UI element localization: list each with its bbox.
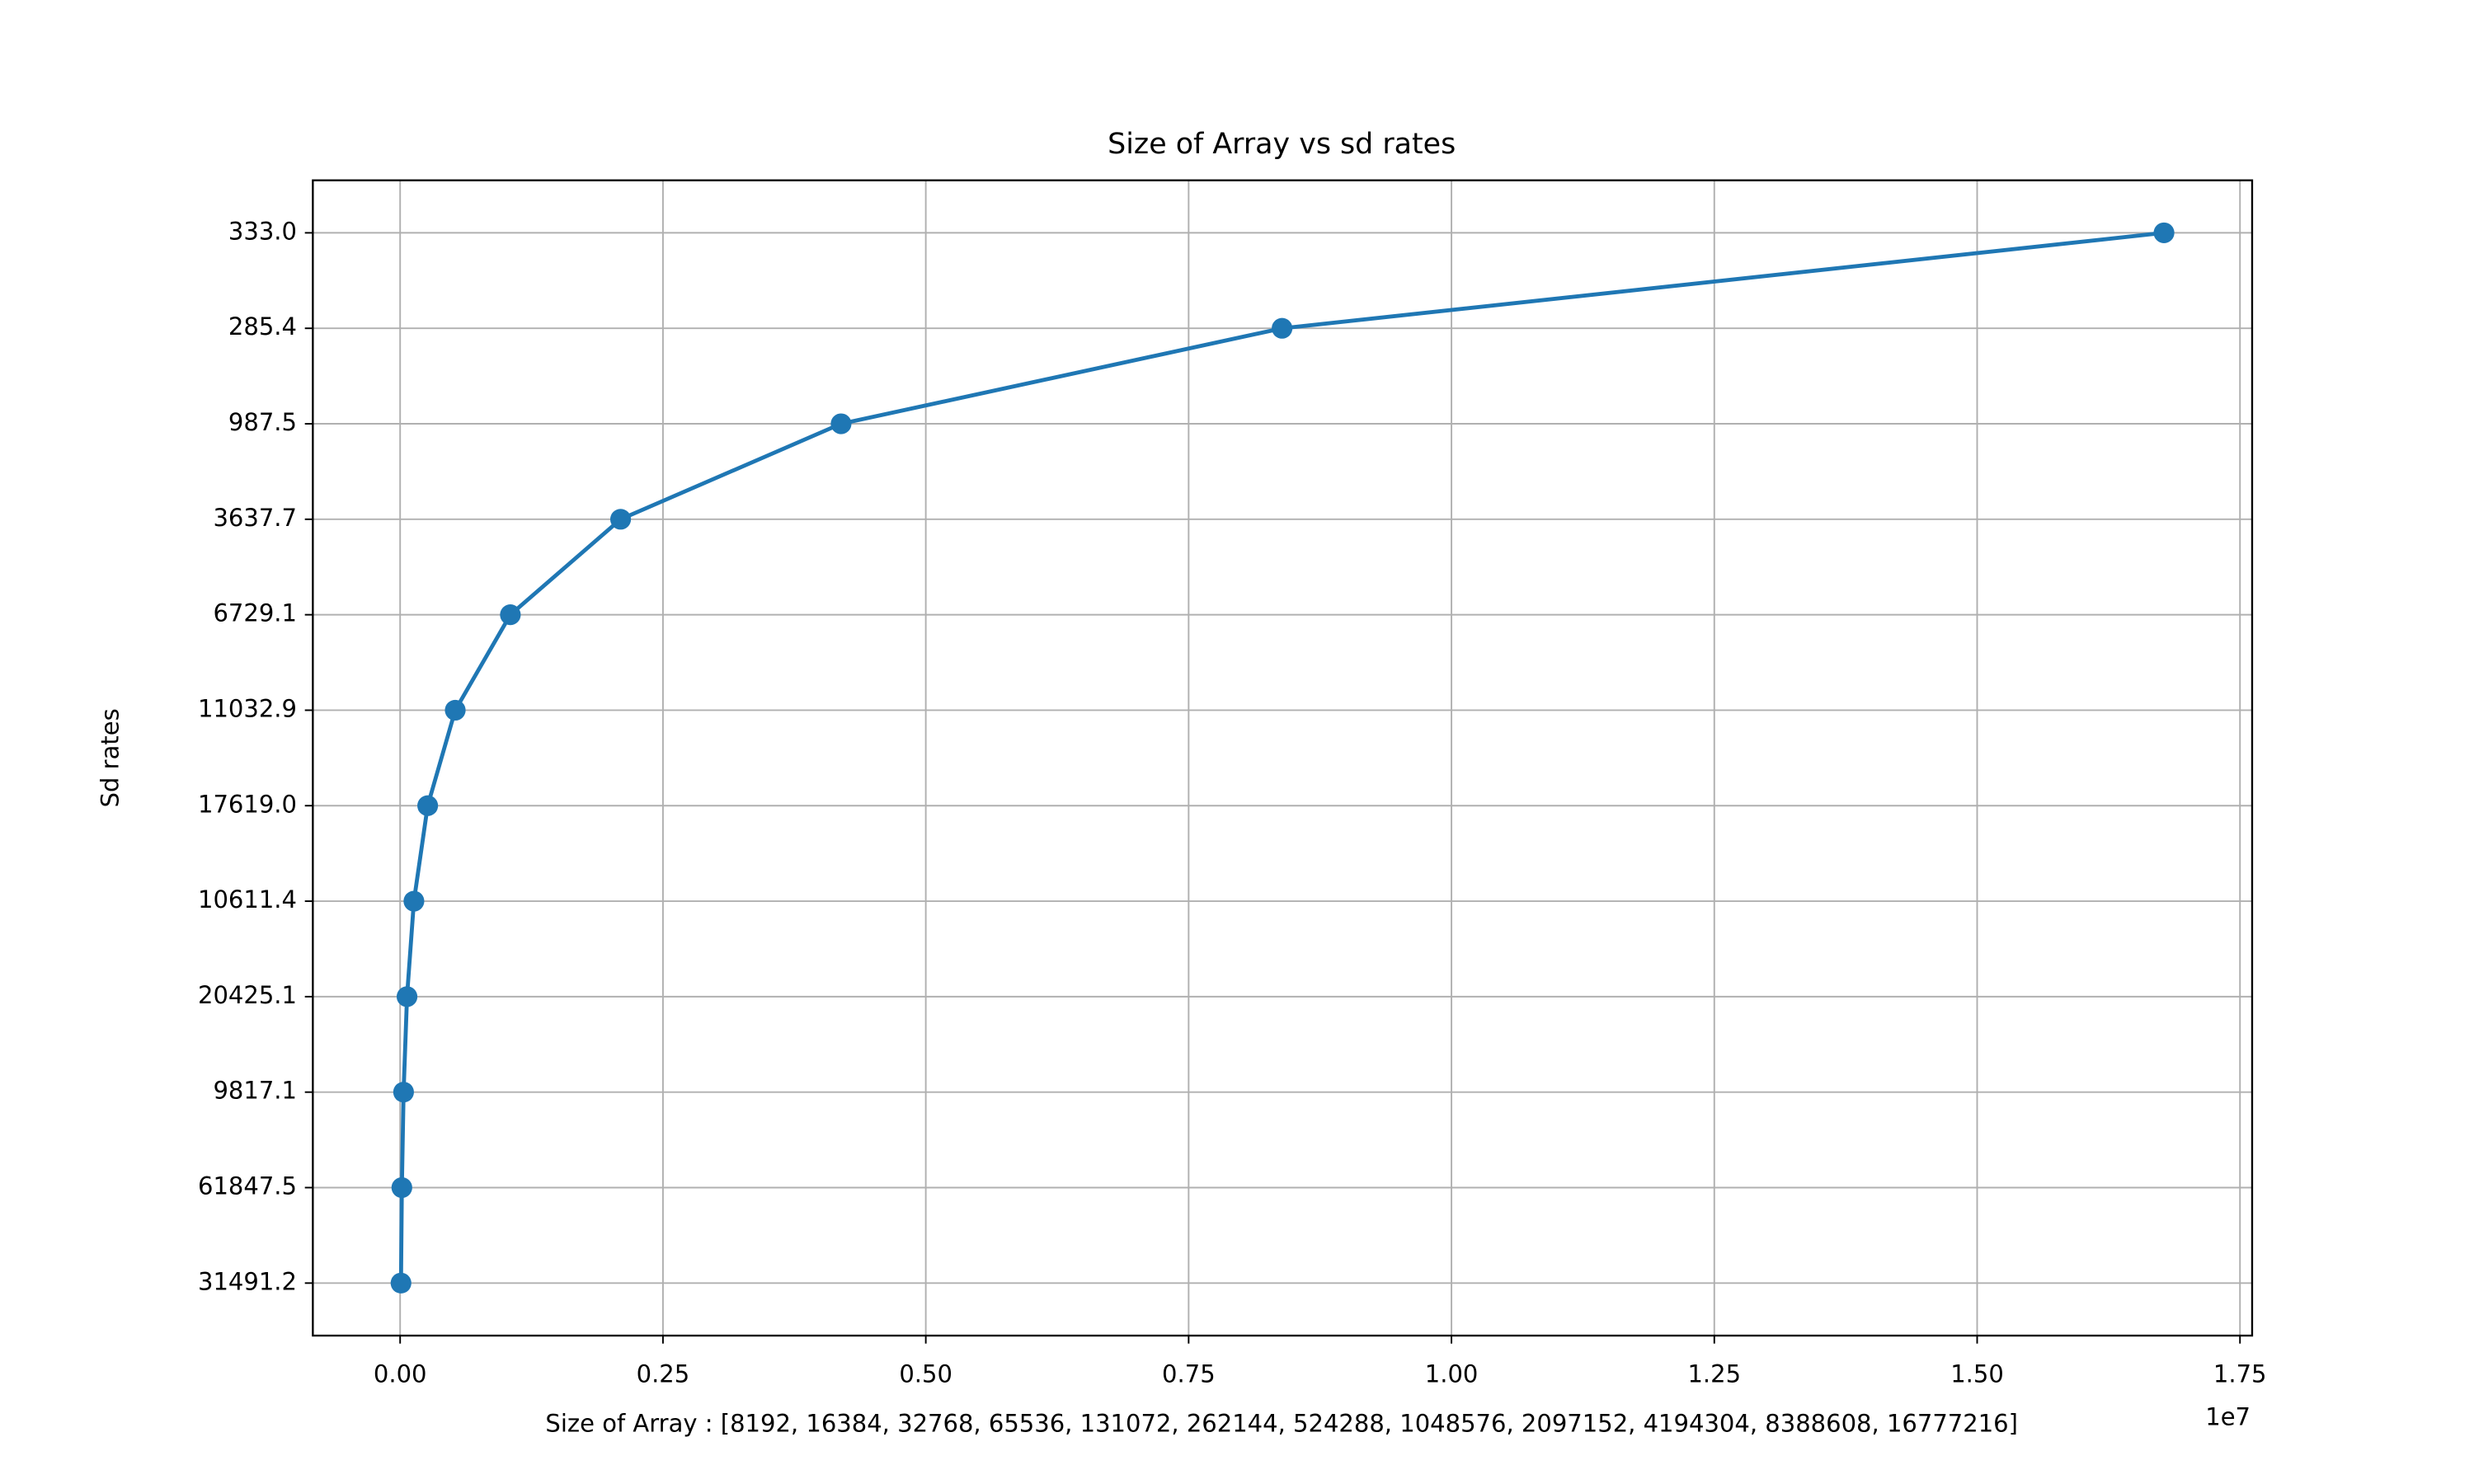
x-axis-label: Size of Array : [8192, 16384, 32768, 655…	[545, 1409, 2018, 1437]
y-tick-label: 333.0	[228, 217, 297, 245]
marker	[500, 604, 521, 626]
y-tick-label: 20425.1	[198, 981, 297, 1009]
marker	[1272, 317, 1293, 339]
y-tick-label: 285.4	[228, 312, 297, 340]
y-tick-label: 11032.9	[198, 694, 297, 722]
y-tick-label: 17619.0	[198, 790, 297, 818]
y-axis-label: Sd rates	[96, 708, 124, 807]
y-tick-label: 10611.4	[198, 885, 297, 913]
marker	[396, 986, 418, 1007]
x-tick-label: 1.00	[1425, 1360, 1479, 1388]
x-tick-label: 0.25	[637, 1360, 690, 1388]
marker	[417, 795, 439, 816]
x-tick-label: 0.00	[374, 1360, 427, 1388]
marker	[403, 890, 425, 912]
y-tick-label: 61847.5	[198, 1172, 297, 1200]
marker	[391, 1176, 412, 1199]
x-tick-label: 1.75	[2213, 1360, 2267, 1388]
marker	[393, 1082, 414, 1103]
line	[398, 230, 2165, 1284]
marker	[444, 699, 466, 721]
marker	[2153, 222, 2175, 243]
marker	[609, 509, 632, 530]
y-tick-label: 987.5	[228, 408, 297, 436]
y-tick-label: 3637.7	[213, 504, 297, 532]
x-tick-label: 0.50	[899, 1360, 952, 1388]
y-tick-label: 6729.1	[213, 599, 297, 627]
marker	[830, 413, 852, 434]
chart-title: Size of Array vs sd rates	[1108, 128, 1456, 161]
x-tick-label: 1.25	[1687, 1360, 1741, 1388]
x-tick-label: 1.50	[1950, 1360, 2004, 1388]
y-tick-label: 31491.2	[198, 1267, 297, 1295]
plot-frame	[312, 179, 2254, 1337]
x-offset-label: 1e7	[2205, 1403, 2251, 1431]
marker	[390, 1272, 412, 1294]
x-tick-label: 0.75	[1162, 1360, 1216, 1388]
y-tick-label: 9817.1	[213, 1077, 297, 1105]
